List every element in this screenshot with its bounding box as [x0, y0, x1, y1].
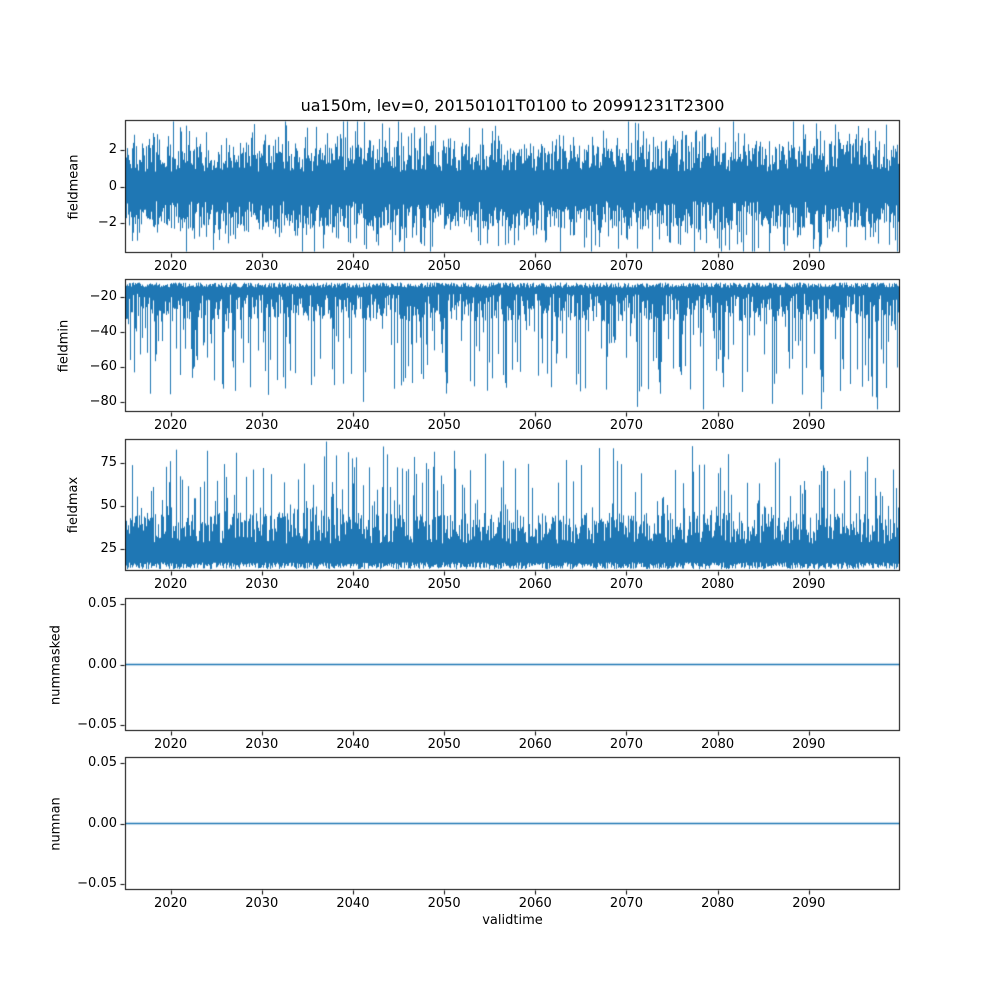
y-tick-label: 75	[100, 455, 117, 470]
x-tick-label: 2040	[336, 896, 370, 911]
x-tick-label: 2050	[427, 577, 461, 592]
y-tick-label: −0.05	[77, 716, 117, 732]
y-axis-title: nummasked	[48, 624, 63, 705]
x-tick-label: 2030	[245, 577, 279, 592]
y-tick-label: 0.05	[88, 596, 117, 612]
y-tick-label: 2	[108, 141, 117, 157]
y-axis-title: numnan	[48, 796, 63, 851]
x-tick-label: 2040	[336, 259, 370, 274]
y-tick-label: 0.00	[88, 815, 117, 831]
x-tick-label: 2040	[336, 577, 370, 592]
x-tick-label: 2090	[792, 896, 826, 911]
y-tick-label: −60	[89, 358, 117, 374]
x-tick-label: 2060	[518, 259, 552, 274]
x-tick-label: 2080	[701, 896, 735, 911]
y-tick-label: 25	[100, 540, 117, 556]
y-tick-label: −40	[89, 324, 117, 340]
x-tick-label: 2070	[609, 577, 644, 592]
x-tick-label: 2080	[701, 737, 735, 752]
x-tick-label: 2070	[609, 259, 644, 274]
x-tick-label: 2050	[427, 896, 461, 911]
x-tick-label: 2090	[792, 577, 826, 592]
x-tick-label: 2020	[154, 418, 188, 433]
y-tick-label: 0.00	[88, 656, 117, 672]
y-axis-title: fieldmean	[66, 154, 81, 219]
x-tick-label: 2050	[427, 259, 461, 274]
x-tick-label: 2080	[701, 259, 735, 274]
x-tick-label: 2020	[154, 896, 188, 911]
x-tick-label: 2090	[792, 737, 826, 752]
y-tick-label: 50	[100, 497, 117, 513]
x-tick-label: 2090	[792, 418, 826, 433]
x-tick-label: 2070	[609, 737, 644, 752]
x-axis-label: validtime	[482, 913, 543, 928]
y-axis-title: fieldmin	[56, 319, 71, 372]
x-tick-label: 2050	[427, 737, 461, 752]
x-tick-label: 2040	[336, 737, 370, 752]
x-tick-label: 2020	[154, 737, 188, 752]
y-tick-label: 0.05	[88, 755, 117, 771]
x-tick-label: 2090	[792, 259, 826, 274]
y-tick-label: −20	[89, 289, 117, 305]
y-tick-label: −2	[97, 215, 117, 231]
y-tick-label: 0	[108, 178, 117, 194]
x-tick-label: 2030	[245, 737, 279, 752]
x-tick-label: 2020	[154, 577, 188, 592]
figure-title: ua150m, lev=0, 20150101T0100 to 20991231…	[300, 96, 725, 115]
x-tick-label: 2070	[609, 896, 644, 911]
x-tick-label: 2020	[154, 259, 188, 274]
x-tick-label: 2060	[518, 737, 552, 752]
x-tick-label: 2030	[245, 418, 279, 433]
x-tick-label: 2080	[701, 418, 735, 433]
x-tick-label: 2030	[245, 259, 279, 274]
x-tick-label: 2050	[427, 418, 461, 433]
x-tick-label: 2040	[336, 418, 370, 433]
x-tick-label: 2030	[245, 896, 279, 911]
x-tick-label: 2060	[518, 896, 552, 911]
y-axis-title: fieldmax	[66, 476, 81, 534]
y-tick-label: −80	[89, 393, 117, 409]
y-tick-label: −0.05	[77, 875, 117, 891]
x-tick-label: 2060	[518, 577, 552, 592]
x-tick-label: 2060	[518, 418, 552, 433]
x-tick-label: 2080	[701, 577, 735, 592]
x-tick-label: 2070	[609, 418, 644, 433]
